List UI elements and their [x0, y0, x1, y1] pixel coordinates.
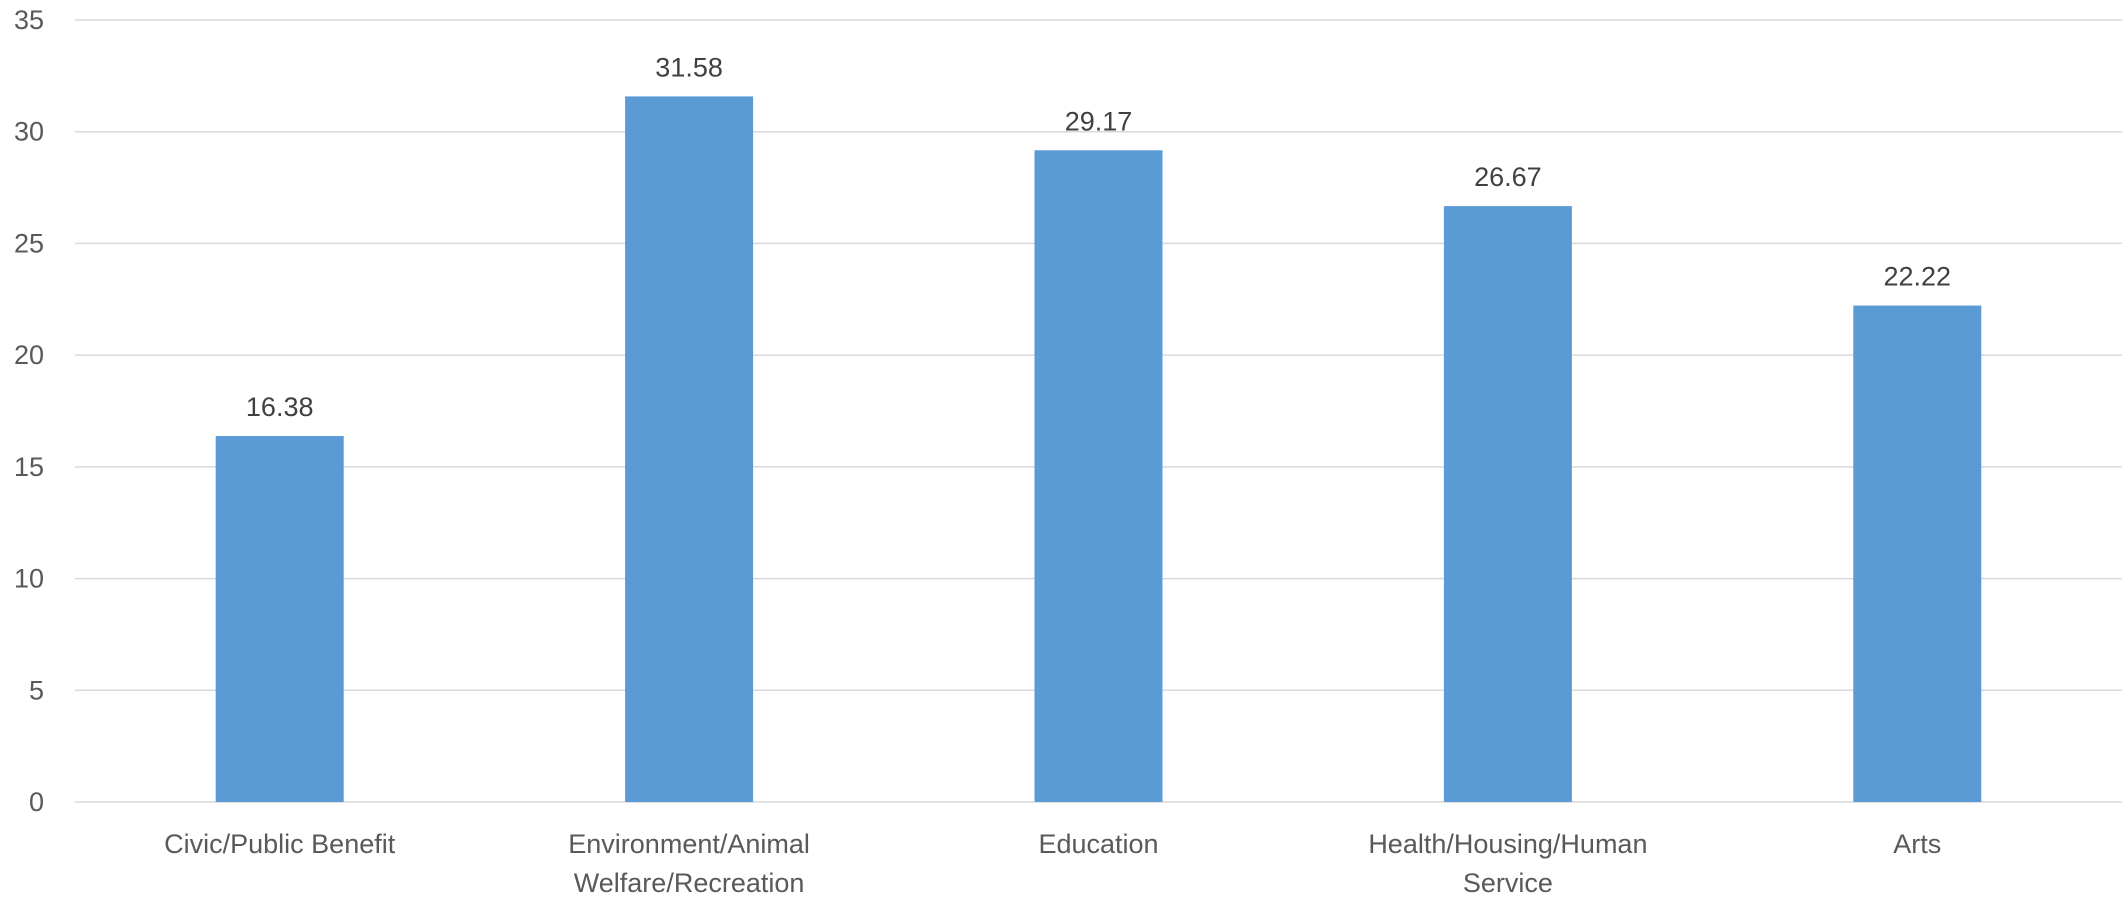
- x-category-label: Welfare/Recreation: [574, 868, 805, 898]
- x-category-label: Civic/Public Benefit: [164, 829, 396, 859]
- x-category-label: Arts: [1893, 829, 1941, 859]
- y-tick-label: 10: [14, 564, 44, 594]
- y-tick-label: 0: [29, 787, 44, 817]
- data-label: 22.22: [1884, 262, 1952, 292]
- data-label: 16.38: [246, 392, 314, 422]
- x-category-label: Education: [1038, 829, 1158, 859]
- data-label: 26.67: [1474, 162, 1542, 192]
- x-category-label: Service: [1463, 868, 1553, 898]
- bar: [215, 436, 344, 802]
- y-tick-label: 15: [14, 452, 44, 482]
- x-category-label: Health/Housing/Human: [1368, 829, 1647, 859]
- bar: [625, 96, 754, 802]
- data-label: 29.17: [1065, 106, 1133, 136]
- y-tick-label: 20: [14, 340, 44, 370]
- bar: [1443, 206, 1572, 803]
- bar: [1853, 305, 1982, 802]
- x-category-label: Environment/Animal: [568, 829, 810, 859]
- y-tick-label: 25: [14, 228, 44, 258]
- data-labels: 16.38 31.58 29.17 26.67 22.22: [246, 52, 1951, 422]
- y-axis-tick-labels: 0 5 10 15 20 25 30 35: [14, 5, 44, 817]
- y-tick-label: 30: [14, 117, 44, 147]
- x-axis-category-labels: Civic/Public Benefit Environment/Animal We…: [164, 829, 1941, 898]
- bar: [1034, 150, 1163, 802]
- bars: [215, 96, 1982, 803]
- data-label: 31.58: [655, 52, 723, 82]
- y-tick-label: 35: [14, 5, 44, 35]
- y-tick-label: 5: [29, 675, 44, 705]
